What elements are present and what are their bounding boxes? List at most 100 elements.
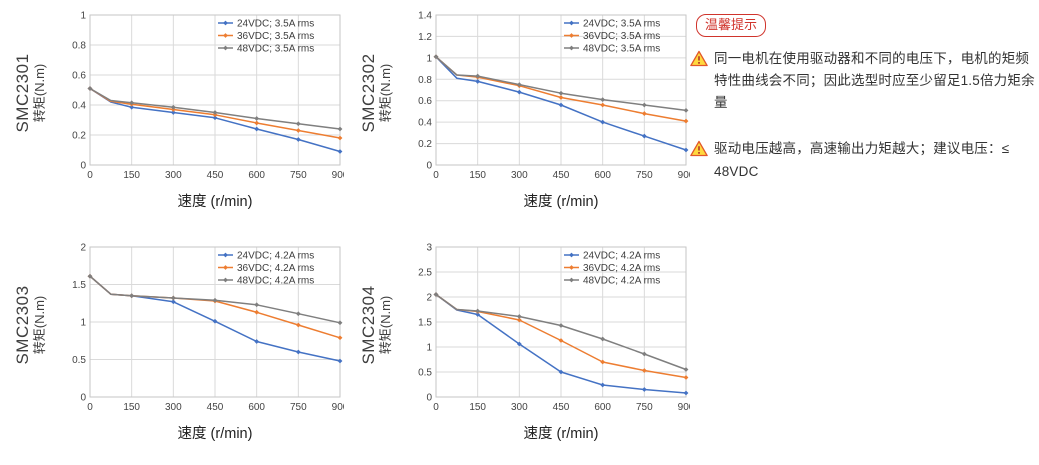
svg-text:0: 0 xyxy=(87,170,93,181)
tip-text: 驱动电压越高，高速输出力矩越大；建议电压：≤ 48VDC xyxy=(714,141,1010,179)
charts-grid: SMC2301 转矩(N.m) 0 0.2 0.4 0.6 0.8 1 0 150 300 450… xyxy=(0,0,692,465)
svg-text:900: 900 xyxy=(332,402,344,413)
svg-text:0.6: 0.6 xyxy=(72,71,86,82)
y-axis-title-smc2301: SMC2301 转矩(N.m) xyxy=(0,10,60,175)
chart-model-label: SMC2302 xyxy=(358,52,378,133)
svg-text:2: 2 xyxy=(80,243,86,254)
svg-text:450: 450 xyxy=(553,402,570,413)
svg-text:36VDC; 4.2A rms: 36VDC; 4.2A rms xyxy=(583,263,660,274)
chart-model-label: SMC2301 xyxy=(12,52,32,133)
y-axis-tick-labels: 0 0.5 1 1.5 2 xyxy=(72,243,86,404)
y-axis-tick-labels: 0 0.5 1 1.5 2 2.5 3 xyxy=(418,243,432,404)
chart-canvas-smc2304: 0 0.5 1 1.5 2 2.5 3 0 150 300 450 600 750 900 24VDC; 4… xyxy=(418,243,690,414)
svg-text:300: 300 xyxy=(165,170,182,181)
svg-text:450: 450 xyxy=(553,170,570,181)
speed-axis-title: 速度 (r/min) xyxy=(523,194,599,210)
x-axis-tick-labels: 0 150 300 450 600 750 900 xyxy=(433,170,690,181)
tip-item-torque-margin: 同一电机在使用驱动器和不同的电压下，电机的矩频特性曲线会不同；因此选型时应至少留… xyxy=(690,48,1037,115)
chart-smc2304: SMC2304 转矩(N.m) 0 0.5 1 1.5 2 2.5 3 0 150 300 450 6… xyxy=(346,232,692,465)
speed-axis-title: 速度 (r/min) xyxy=(177,194,253,210)
svg-text:48VDC; 3.5A rms: 48VDC; 3.5A rms xyxy=(237,44,314,55)
torque-axis-label: 转矩(N.m) xyxy=(377,295,393,354)
svg-text:0: 0 xyxy=(80,393,86,404)
series-line-2 xyxy=(87,86,343,132)
svg-text:900: 900 xyxy=(678,402,690,413)
svg-text:450: 450 xyxy=(207,170,224,181)
svg-text:0.5: 0.5 xyxy=(418,368,432,379)
svg-text:0.2: 0.2 xyxy=(72,131,86,142)
svg-text:48VDC; 4.2A rms: 48VDC; 4.2A rms xyxy=(237,276,314,287)
svg-text:24VDC; 3.5A rms: 24VDC; 3.5A rms xyxy=(583,19,660,30)
chart-canvas-smc2303: 0 0.5 1 1.5 2 0 150 300 450 600 750 900 24VDC; 4.2A … xyxy=(72,243,344,414)
svg-text:1.5: 1.5 xyxy=(418,318,432,329)
svg-text:1.4: 1.4 xyxy=(418,11,432,22)
svg-text:1: 1 xyxy=(426,53,432,64)
svg-text:150: 150 xyxy=(123,170,140,181)
tips-badge: 温馨提示 xyxy=(696,14,767,37)
torque-axis-label: 转矩(N.m) xyxy=(31,63,47,122)
svg-text:36VDC; 3.5A rms: 36VDC; 3.5A rms xyxy=(583,31,660,42)
svg-text:0.4: 0.4 xyxy=(418,118,432,129)
y-axis-title-smc2303: SMC2303 转矩(N.m) xyxy=(0,242,60,407)
svg-text:0.6: 0.6 xyxy=(418,96,432,107)
speed-axis-title: 速度 (r/min) xyxy=(177,426,253,442)
torque-axis-label: 转矩(N.m) xyxy=(31,295,47,354)
tip-item-voltage: 驱动电压越高，高速输出力矩越大；建议电压：≤ 48VDC xyxy=(690,138,1037,183)
series-line-2 xyxy=(433,292,689,372)
svg-text:150: 150 xyxy=(469,170,486,181)
svg-text:2.5: 2.5 xyxy=(418,268,432,279)
x-axis-tick-labels: 0 150 300 450 600 750 900 xyxy=(87,402,344,413)
chart-smc2303: SMC2303 转矩(N.m) 0 0.5 1 1.5 2 0 150 300 450 600 75… xyxy=(0,232,346,465)
svg-text:750: 750 xyxy=(636,402,653,413)
chart-canvas-smc2301: 0 0.2 0.4 0.6 0.8 1 0 150 300 450 600 750 900 24VDC; … xyxy=(72,11,344,182)
y-axis-title-smc2304: SMC2304 转矩(N.m) xyxy=(346,242,406,407)
series-line-0 xyxy=(87,86,343,154)
svg-text:150: 150 xyxy=(123,402,140,413)
svg-text:1: 1 xyxy=(80,11,86,22)
y-axis-title-smc2302: SMC2302 转矩(N.m) xyxy=(346,10,406,175)
chart-model-label: SMC2303 xyxy=(12,284,32,365)
svg-text:600: 600 xyxy=(248,170,265,181)
svg-text:2: 2 xyxy=(426,293,432,304)
svg-text:750: 750 xyxy=(290,402,307,413)
svg-text:1.5: 1.5 xyxy=(72,280,86,291)
svg-text:36VDC; 3.5A rms: 36VDC; 3.5A rms xyxy=(237,31,314,42)
svg-text:0.5: 0.5 xyxy=(72,355,86,366)
svg-text:24VDC; 3.5A rms: 24VDC; 3.5A rms xyxy=(237,19,314,30)
svg-text:900: 900 xyxy=(332,170,344,181)
svg-text:0: 0 xyxy=(426,393,432,404)
tips-panel: 温馨提示 同一电机在使用驱动器和不同的电压下，电机的矩频特性曲线会不同；因此选型… xyxy=(690,14,1037,183)
svg-text:300: 300 xyxy=(165,402,182,413)
x-axis-tick-labels: 0 150 300 450 600 750 900 xyxy=(433,402,690,413)
chart-model-label: SMC2304 xyxy=(358,284,378,365)
svg-text:36VDC; 4.2A rms: 36VDC; 4.2A rms xyxy=(237,263,314,274)
svg-text:600: 600 xyxy=(594,170,611,181)
warning-triangle-icon xyxy=(690,141,708,157)
tip-text: 同一电机在使用驱动器和不同的电压下，电机的矩频特性曲线会不同；因此选型时应至少留… xyxy=(714,50,1035,111)
svg-text:300: 300 xyxy=(511,402,528,413)
svg-text:0.4: 0.4 xyxy=(72,101,86,112)
svg-text:1: 1 xyxy=(80,318,86,329)
y-axis-tick-labels: 0 0.2 0.4 0.6 0.8 1 1.2 1.4 xyxy=(418,11,432,172)
svg-text:750: 750 xyxy=(290,170,307,181)
chart-smc2301: SMC2301 转矩(N.m) 0 0.2 0.4 0.6 0.8 1 0 150 300 450… xyxy=(0,0,346,232)
svg-text:3: 3 xyxy=(426,243,432,254)
svg-text:48VDC; 3.5A rms: 48VDC; 3.5A rms xyxy=(583,44,660,55)
svg-text:24VDC; 4.2A rms: 24VDC; 4.2A rms xyxy=(583,251,660,262)
svg-text:48VDC; 4.2A rms: 48VDC; 4.2A rms xyxy=(583,276,660,287)
svg-text:0: 0 xyxy=(87,402,93,413)
svg-text:1: 1 xyxy=(426,343,432,354)
speed-axis-title: 速度 (r/min) xyxy=(523,426,599,442)
svg-text:600: 600 xyxy=(248,402,265,413)
svg-text:0: 0 xyxy=(433,402,439,413)
svg-text:450: 450 xyxy=(207,402,224,413)
svg-text:1.2: 1.2 xyxy=(418,32,432,43)
svg-text:0: 0 xyxy=(80,161,86,172)
torque-axis-label: 转矩(N.m) xyxy=(377,63,393,122)
svg-text:0.2: 0.2 xyxy=(418,139,432,150)
